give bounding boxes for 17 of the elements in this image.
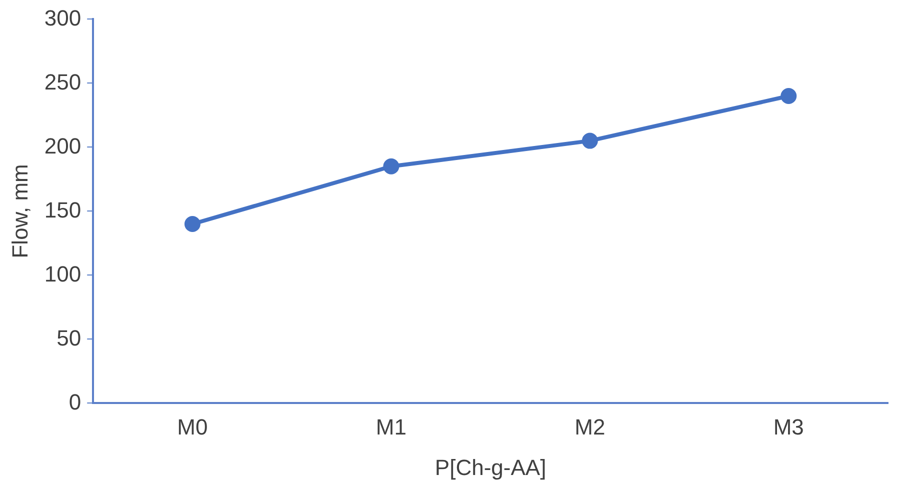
y-axis-title: Flow, mm [7, 164, 32, 258]
x-tick-label: M3 [773, 414, 804, 440]
y-tick-label: 50 [56, 325, 82, 350]
y-tick-label: 300 [44, 5, 82, 30]
x-tick-label: M0 [177, 414, 208, 440]
x-axis-title: P[Ch-g-AA] [434, 454, 546, 480]
y-tick-label: 250 [44, 69, 82, 94]
y-tick-label: 0 [68, 389, 82, 414]
y-tick-label: 150 [44, 197, 82, 222]
x-tick-label: M1 [376, 414, 406, 440]
y-tick-label: 100 [44, 261, 82, 286]
y-tick-label: 200 [44, 133, 82, 158]
point [383, 158, 400, 174]
point [184, 216, 200, 232]
point [582, 132, 598, 149]
point [780, 88, 797, 104]
x-tick-label: M2 [574, 414, 606, 440]
